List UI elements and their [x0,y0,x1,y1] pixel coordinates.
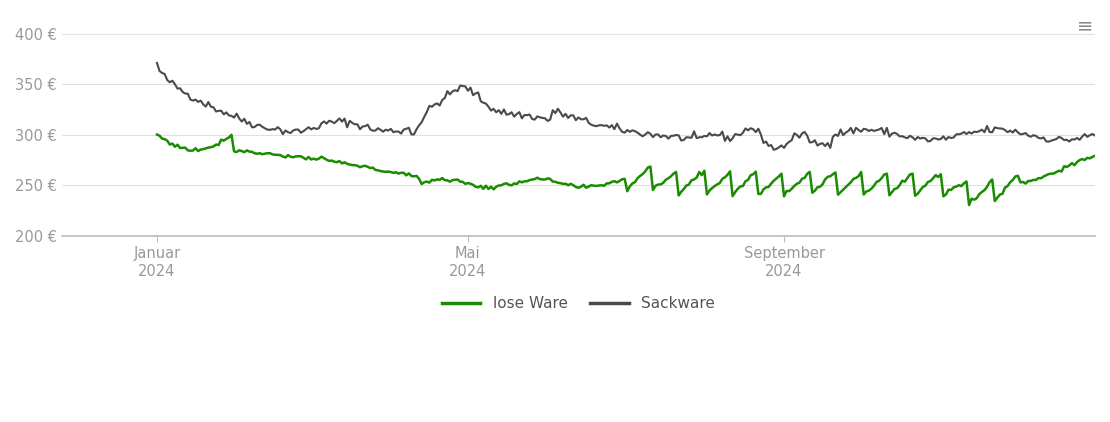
Legend: lose Ware, Sackware: lose Ware, Sackware [436,290,720,318]
Text: ≡: ≡ [1077,17,1093,36]
